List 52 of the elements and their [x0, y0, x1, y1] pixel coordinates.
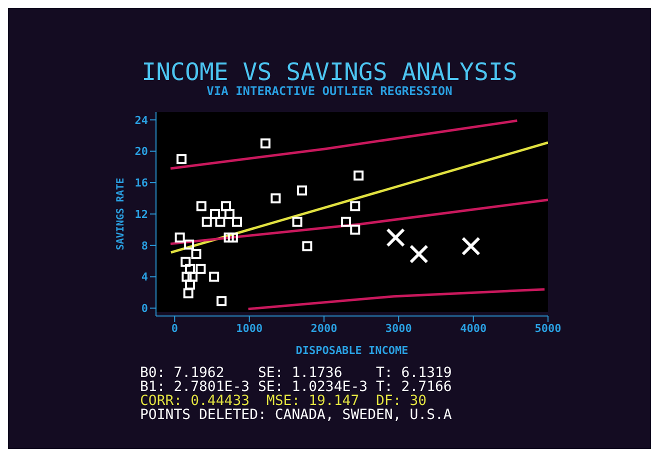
point — [191, 249, 202, 260]
point — [270, 193, 281, 204]
point — [340, 216, 351, 227]
y-tick-label: 24 — [134, 114, 148, 127]
x-tick-label: 0 — [171, 322, 178, 335]
text: B0: 7.1962 SE: 1.1736 T: 6.1319 — [140, 365, 452, 381]
point — [210, 209, 220, 219]
text: CORR: 0.44433 MSE: 19.147 DF: 30 — [140, 393, 427, 409]
chart-title: INCOME VS SAVINGS ANALYSIS — [140, 58, 518, 86]
point — [216, 296, 227, 306]
point — [260, 138, 270, 148]
point — [228, 232, 238, 243]
y-axis-title: SAVINGS RATE — [116, 178, 127, 250]
point — [174, 232, 185, 243]
chart-subtitle: VIA INTERACTIVE OUTLIER REGRESSION — [206, 84, 454, 98]
point — [224, 209, 234, 219]
x-axis-title: DISPOSABLE INCOME — [296, 344, 408, 357]
text: B1: 2.7801E-3 SE: 1.0234E-3 T: 2.7166 — [140, 379, 452, 395]
point — [188, 272, 198, 282]
point — [202, 216, 212, 227]
point — [350, 201, 360, 212]
y-tick-label: 4 — [141, 270, 148, 284]
point — [350, 224, 360, 235]
point — [185, 280, 196, 290]
y-tick-label: 16 — [134, 176, 148, 190]
point — [224, 232, 234, 243]
point — [183, 288, 194, 298]
y-tick-label: 8 — [141, 239, 148, 252]
x-tick-label: 3000 — [385, 322, 412, 335]
x-tick-label: 2000 — [310, 322, 338, 335]
point — [302, 241, 312, 252]
point — [196, 264, 206, 274]
point — [221, 201, 232, 212]
x-tick-label: 5000 — [534, 322, 562, 335]
x-tick-label: 1000 — [236, 322, 263, 335]
point — [185, 264, 196, 274]
point — [176, 154, 187, 164]
point — [184, 240, 194, 250]
point — [297, 185, 308, 196]
point — [182, 272, 192, 282]
point — [215, 216, 226, 227]
point — [180, 256, 191, 267]
y-tick-label: 0 — [141, 302, 148, 316]
point — [292, 216, 302, 227]
point — [209, 272, 220, 282]
point — [232, 216, 242, 227]
y-tick-label: 12 — [134, 208, 148, 221]
point — [354, 170, 364, 181]
point — [196, 201, 206, 212]
x-tick-label: 4000 — [460, 322, 487, 335]
y-tick-label: 20 — [134, 145, 148, 158]
text: POINTS DELETED: CANADA, SWEDEN, U.S.A — [140, 407, 452, 423]
